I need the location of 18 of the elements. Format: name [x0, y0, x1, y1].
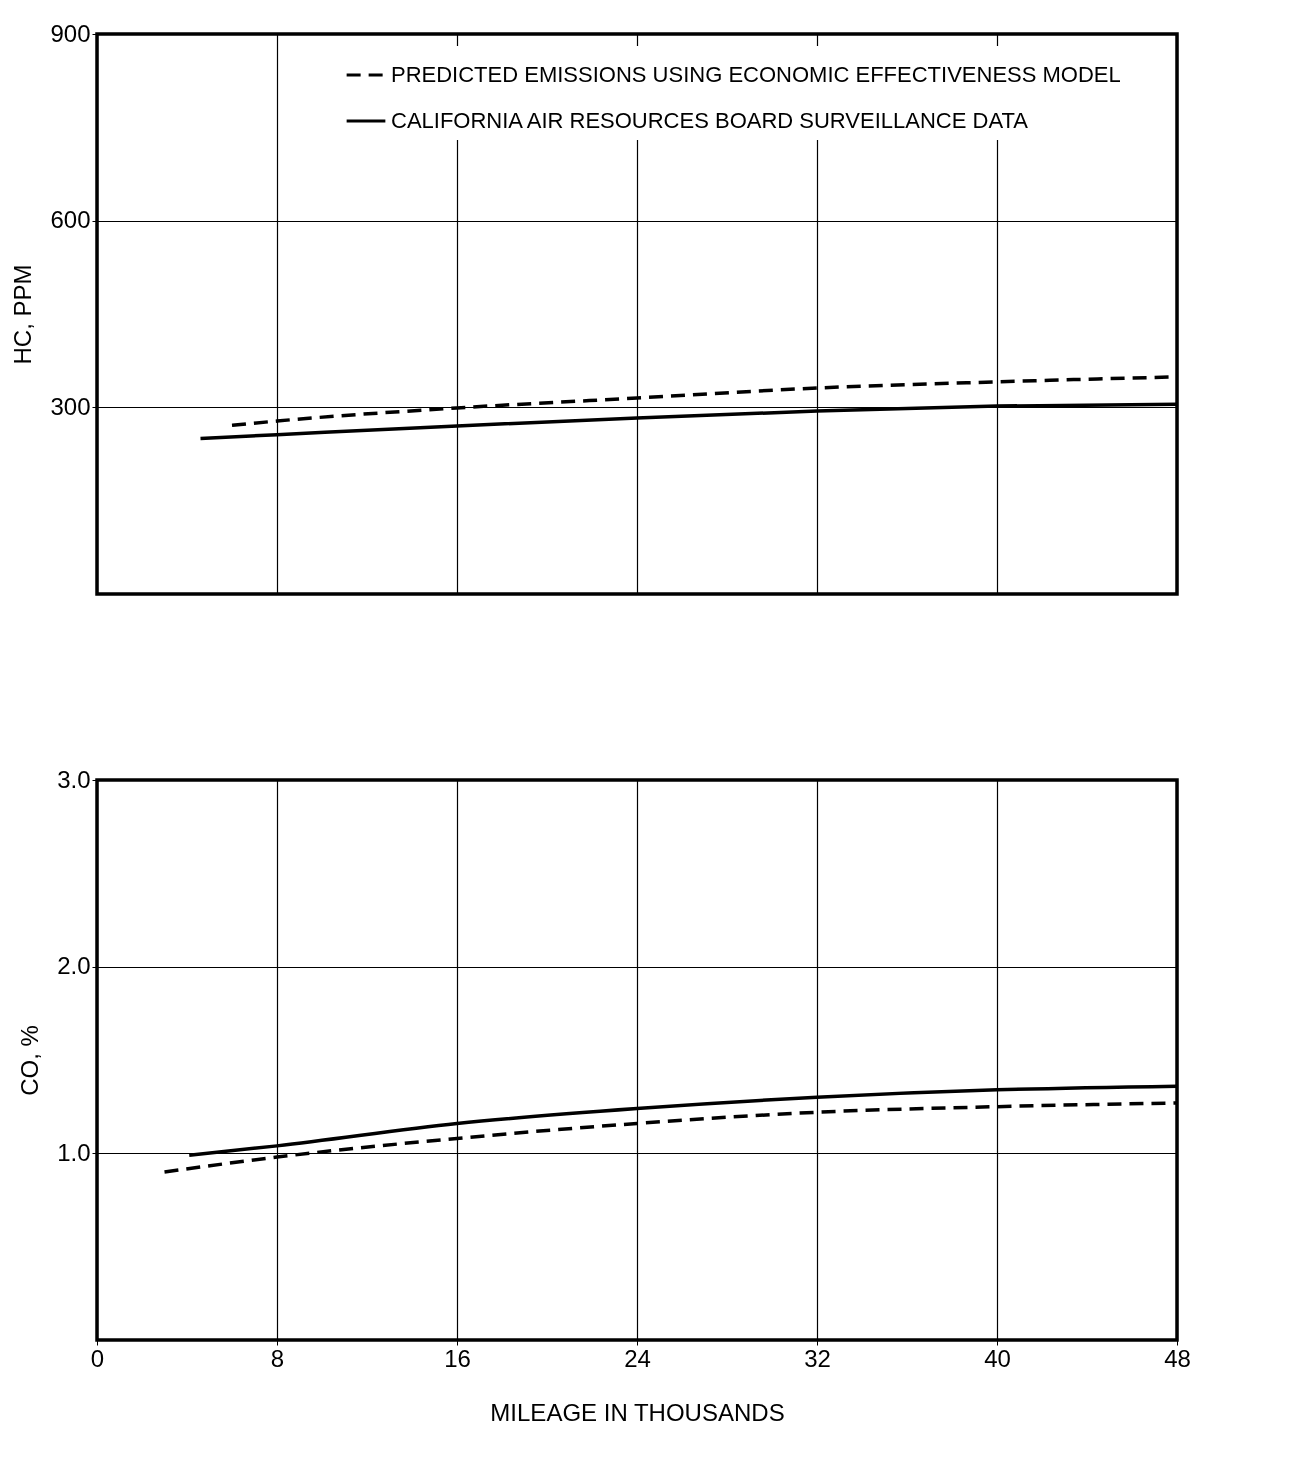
y-tick-label: 1.0	[57, 1138, 91, 1166]
x-tick-label: 32	[804, 1344, 831, 1372]
x-tick-label: 40	[984, 1344, 1011, 1372]
y-tick-label: 300	[50, 392, 91, 420]
y-axis-title: HC, PPM	[9, 264, 37, 365]
y-tick-label: 900	[50, 19, 91, 47]
y-tick-label: 2.0	[57, 952, 91, 980]
x-tick-label: 0	[90, 1344, 105, 1372]
x-tick-label: 48	[1164, 1344, 1191, 1372]
legend-label: PREDICTED EMISSIONS USING ECONOMIC EFFECTIVENESS MODEL	[391, 62, 1121, 87]
x-axis-title: MILEAGE IN THOUSANDS	[490, 1398, 785, 1426]
x-tick-label: 16	[444, 1344, 471, 1372]
x-tick-label: 8	[270, 1344, 285, 1372]
y-tick-label: 600	[50, 206, 91, 234]
y-axis-title: CO, %	[16, 1025, 44, 1096]
y-tick-label: 3.0	[57, 765, 91, 793]
legend-label: CALIFORNIA AIR RESOURCES BOARD SURVEILLANCE DATA	[391, 108, 1029, 133]
x-tick-label: 24	[624, 1344, 651, 1372]
